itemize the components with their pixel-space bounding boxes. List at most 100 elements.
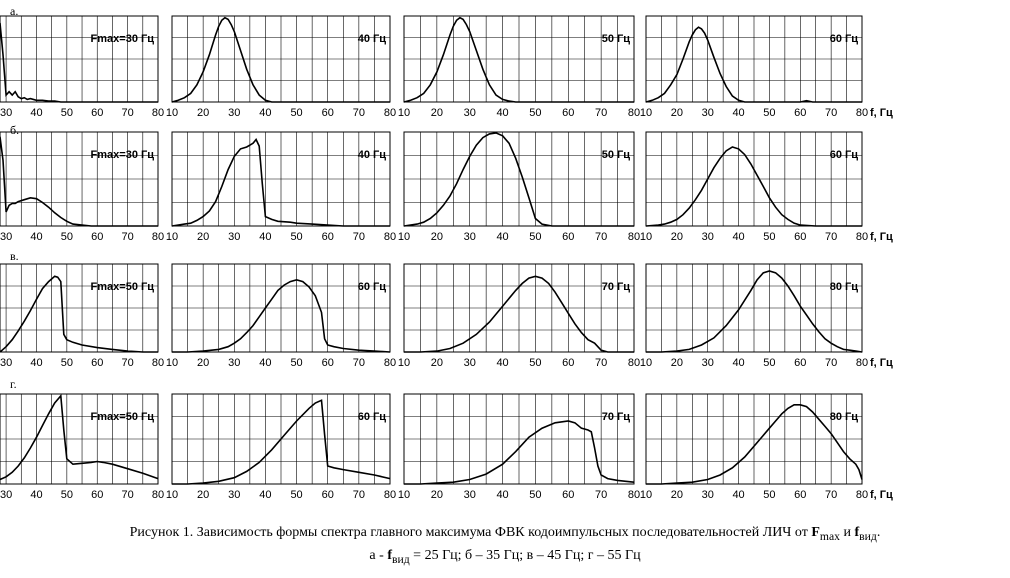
tick-label: 80 [856, 107, 868, 119]
spectra-figure: 30 40 50 60 70 80 Fmax=30 Гц а. 10 20 30 40 50 60 70 80… [0, 4, 893, 501]
tick-label: 20 [431, 357, 443, 369]
tick-label: 70 [121, 231, 133, 243]
tick-label: 20 [671, 489, 683, 501]
chart-panel-4-2: 10 20 30 40 50 60 70 80 60 Гц [166, 393, 396, 501]
spectrum-curve [171, 138, 390, 227]
spectrum-curve [172, 278, 391, 353]
panel-label: 50 Гц [602, 33, 631, 45]
tick-label: 20 [197, 107, 209, 119]
caption-f2: f [387, 548, 392, 563]
tick-label: 70 [353, 357, 365, 369]
caption-f: f [854, 525, 860, 540]
tick-label: 50 [529, 231, 541, 243]
chart-panel-1-1: 30 40 50 60 70 80 Fmax=30 Гц а. [0, 4, 164, 119]
panel-label: Fmax=50 Гц [91, 411, 155, 423]
tick-label: 80 [628, 231, 640, 243]
panel-label: 80 Гц [830, 281, 859, 293]
tick-label: 80 [384, 107, 396, 119]
tick-label: 60 [322, 489, 334, 501]
tick-label: 70 [121, 489, 133, 501]
tick-label: 30 [228, 357, 240, 369]
spectrum-curve [404, 420, 635, 485]
tick-label: 80 [628, 107, 640, 119]
tick-label: 30 [228, 231, 240, 243]
tick-label: 60 [562, 489, 574, 501]
panel-label: 70 Гц [602, 411, 631, 423]
tick-label: 70 [825, 489, 837, 501]
tick-label: 60 [794, 231, 806, 243]
panel-label: 70 Гц [602, 281, 631, 293]
tick-label: 40 [496, 107, 508, 119]
tick-label: 70 [825, 107, 837, 119]
tick-label: 80 [152, 489, 164, 501]
tick-label: 50 [763, 231, 775, 243]
tick-label: 30 [228, 489, 240, 501]
chart-panel-3-2: 10 20 30 40 50 60 70 80 60 Гц [166, 263, 396, 369]
tick-label: 30 [228, 107, 240, 119]
tick-label: 30 [464, 231, 476, 243]
tick-label: 30 [0, 489, 12, 501]
tick-label: 30 [0, 357, 12, 369]
tick-label: 60 [91, 107, 103, 119]
spectrum-curve [646, 270, 863, 353]
tick-label: 30 [464, 107, 476, 119]
tick-label: 50 [529, 107, 541, 119]
tick-label: 60 [322, 107, 334, 119]
tick-label: 10 [166, 231, 178, 243]
tick-label: 50 [61, 489, 73, 501]
tick-label: 70 [121, 357, 133, 369]
tick-label: 60 [91, 489, 103, 501]
tick-label: 20 [431, 231, 443, 243]
tick-label: 30 [702, 231, 714, 243]
axis-unit: f, Гц [870, 489, 893, 501]
chart-panel-1-3: 10 20 30 40 50 60 70 80 50 Гц [398, 15, 640, 119]
panel-label: Fmax=50 Гц [91, 281, 155, 293]
tick-label: 50 [61, 107, 73, 119]
caption-text: Рисунок 1. Зависимость формы спектра гла… [129, 525, 812, 540]
tick-label: 70 [121, 107, 133, 119]
tick-label: 70 [825, 357, 837, 369]
tick-label: 40 [732, 231, 744, 243]
tick-label: 80 [152, 357, 164, 369]
spectrum-curve [404, 275, 634, 353]
tick-label: 50 [290, 489, 302, 501]
tick-label: 60 [794, 107, 806, 119]
tick-label: 60 [562, 107, 574, 119]
tick-label: 80 [856, 357, 868, 369]
figure-caption-line1: Рисунок 1. Зависимость формы спектра гла… [0, 525, 1010, 543]
tick-label: 30 [0, 107, 12, 119]
row-label: в. [10, 249, 19, 263]
tick-label: 80 [152, 231, 164, 243]
tick-label: 10 [398, 489, 410, 501]
chart-panel-4-4: 10 20 30 40 50 60 70 80 80 Гц f, Гц [640, 393, 893, 501]
tick-label: 10 [640, 489, 652, 501]
tick-label: 50 [61, 357, 73, 369]
tick-label: 10 [166, 357, 178, 369]
tick-label: 70 [353, 489, 365, 501]
tick-label: 50 [763, 107, 775, 119]
tick-label: 20 [197, 231, 209, 243]
tick-label: 60 [794, 489, 806, 501]
tick-label: 20 [671, 107, 683, 119]
chart-panel-2-4: 10 20 30 40 50 60 70 80 60 Гц f, Гц [640, 131, 893, 243]
caption-rest: = 25 Гц; б – 35 Гц; в – 45 Гц; г – 55 Гц [409, 548, 641, 563]
tick-label: 30 [0, 231, 12, 243]
tick-label: 60 [562, 231, 574, 243]
tick-label: 10 [166, 489, 178, 501]
spectrum-curve [403, 132, 634, 227]
chart-panel-4-1: 30 40 50 60 70 80 Fmax=50 Гц г. [0, 377, 164, 501]
spectrum-curve [171, 16, 390, 103]
tick-label: 60 [91, 357, 103, 369]
tick-label: 70 [353, 107, 365, 119]
tick-label: 70 [825, 231, 837, 243]
row-label: б. [10, 123, 19, 137]
spectrum-curve [645, 146, 862, 227]
tick-label: 80 [628, 489, 640, 501]
tick-label: 80 [384, 357, 396, 369]
tick-label: 60 [794, 357, 806, 369]
panel-label: Fmax=30 Гц [91, 33, 155, 45]
caption-f2-sub: вид [391, 552, 410, 566]
tick-label: 40 [496, 489, 508, 501]
panel-label: 60 Гц [830, 149, 859, 161]
